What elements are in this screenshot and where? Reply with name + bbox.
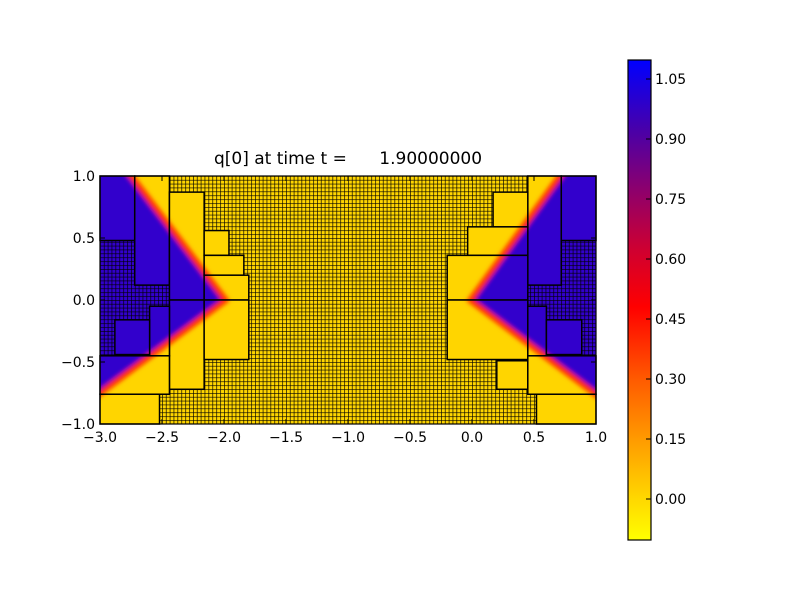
colorbar-tick-label: 0.45 (655, 312, 686, 328)
x-tick-label: 0.0 (461, 430, 483, 446)
patch-border (545, 319, 583, 356)
x-tick-label: −0.5 (393, 430, 427, 446)
amr-patch (114, 319, 151, 356)
colorbar-tick-label: 0.60 (655, 252, 686, 268)
colorbar-gradient (627, 59, 652, 541)
y-tick-label: 0.5 (73, 231, 95, 247)
plot-area (99, 175, 597, 425)
patch-border (114, 319, 151, 356)
x-tick-label: −2.5 (145, 430, 179, 446)
x-tick-label: 1.0 (585, 430, 607, 446)
colorbar-tick-label: 0.90 (655, 132, 686, 148)
y-tick-label: 1.0 (73, 169, 95, 185)
colorbar-tick-label: 0.15 (655, 432, 686, 448)
x-tick-label: −3.0 (83, 430, 117, 446)
colorbar-tick-label: 0.75 (655, 192, 686, 208)
y-tick-label: −0.5 (61, 355, 95, 371)
colorbar-tick-label: 0.30 (655, 372, 686, 388)
x-tick-label: −1.5 (269, 430, 303, 446)
x-tick-label: −2.0 (207, 430, 241, 446)
y-tick-label: −1.0 (61, 417, 95, 433)
x-tick-label: 0.5 (523, 430, 545, 446)
colorbar-tick-label: 1.05 (655, 72, 686, 88)
amr-patch (545, 319, 583, 356)
colorbar-tick-label: 0.00 (655, 492, 686, 508)
patch-border (203, 299, 250, 361)
y-tick-label: 0.0 (73, 293, 95, 309)
axes: −3.0 −2.5 −2.0 −1.5 −1.0 −0.5 0.0 0.5 1.0 −1.0 −0.… (61, 169, 607, 446)
amr-patch (203, 299, 250, 361)
colorbar: 1.05 0.90 0.75 0.60 0.45 0.30 0.15 0.00 (627, 59, 686, 541)
x-tick-label: −1.0 (331, 430, 365, 446)
chart-title: q[0] at time t = 1.90000000 (214, 149, 482, 169)
